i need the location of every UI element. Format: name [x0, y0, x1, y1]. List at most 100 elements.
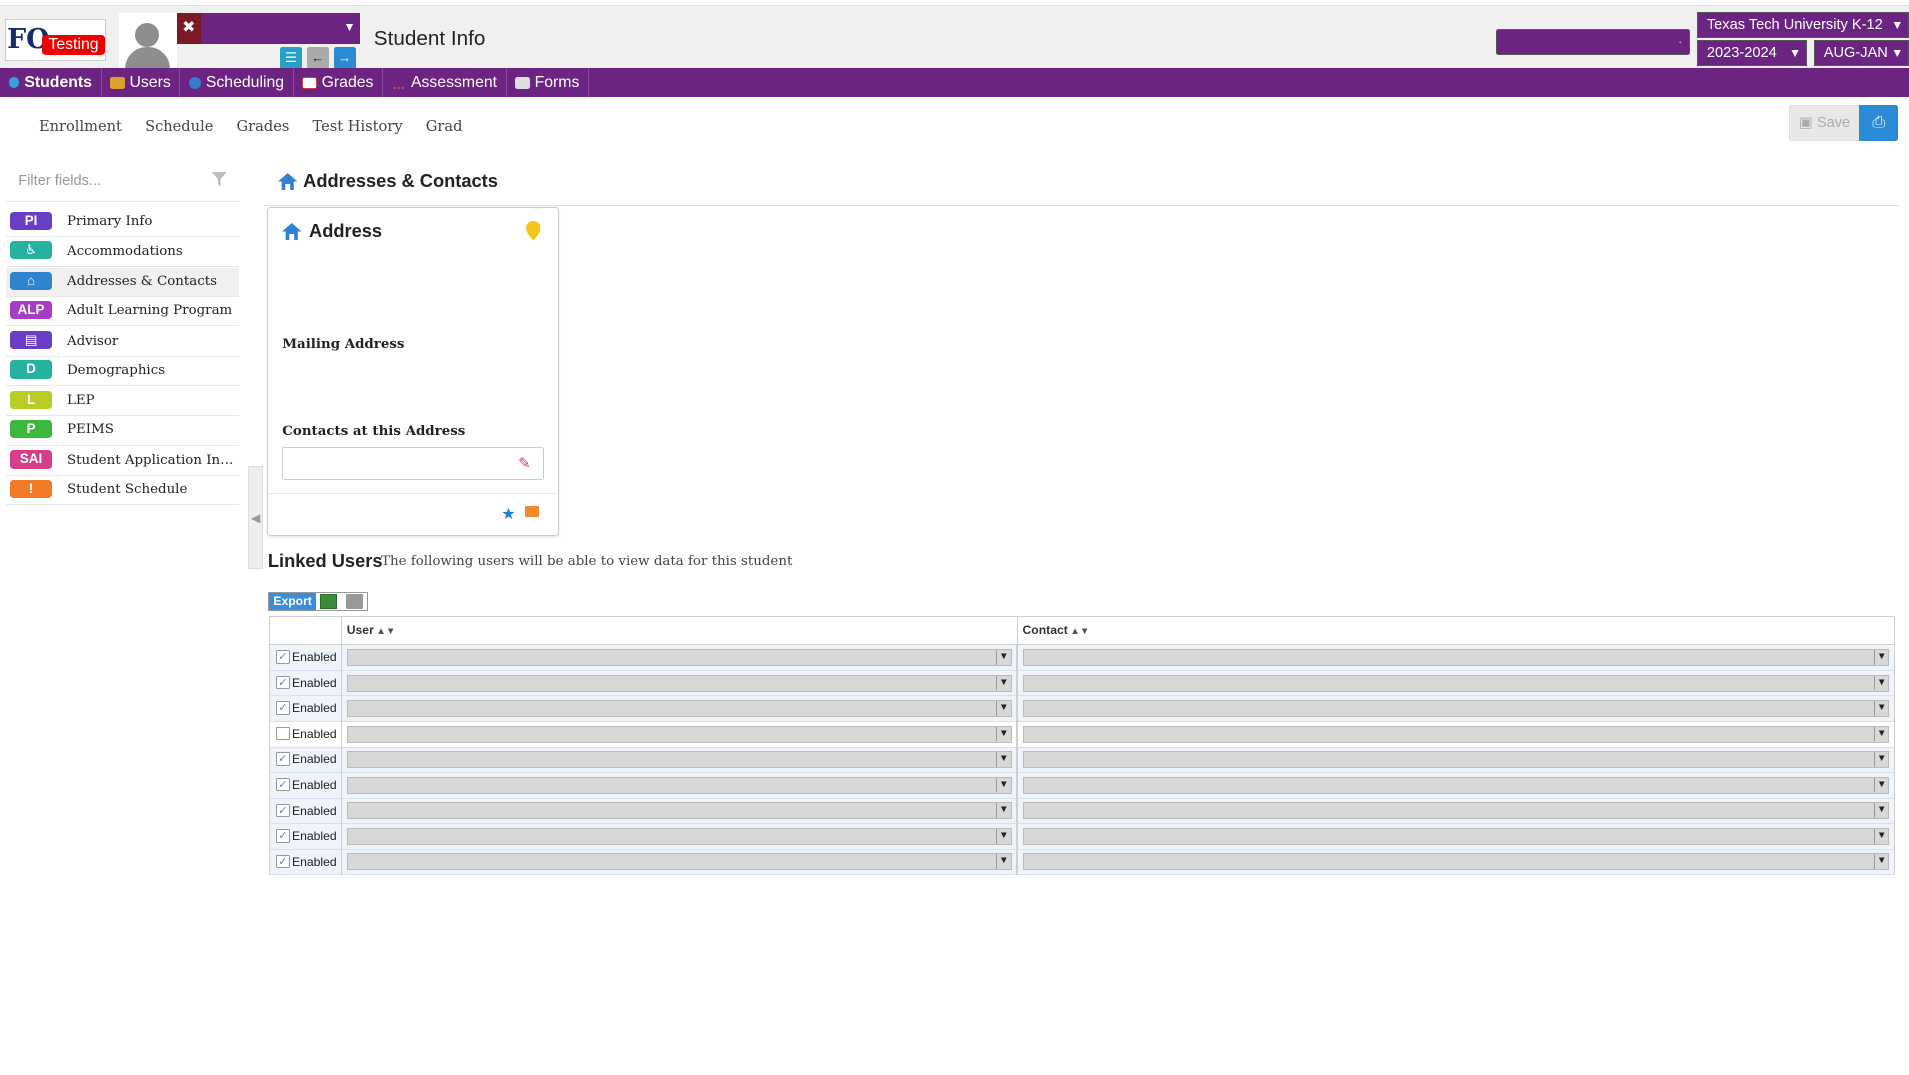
divider	[340, 722, 342, 748]
divider	[340, 645, 342, 671]
chevron-down-icon: ▼	[1873, 854, 1889, 870]
next-student-button[interactable]: →	[333, 47, 356, 70]
list-view-icon[interactable]: ☰	[280, 47, 302, 70]
table-header: User ▲▼ Contact ▲▼	[269, 616, 1895, 646]
contacts-field[interactable]: ✎	[282, 446, 545, 480]
nav-grades[interactable]: Grades	[294, 68, 383, 98]
enabled-label: Enabled	[291, 675, 337, 690]
nav-users[interactable]: Users	[102, 68, 181, 98]
nav-label: Users	[129, 74, 171, 92]
table-row: ✓ Enabled ▼ ▼	[269, 824, 1895, 850]
sidebar-item-advisor[interactable]: ▤ Advisor	[6, 328, 239, 357]
user-select[interactable]: ▼	[346, 827, 1012, 845]
enabled-checkbox[interactable]: ✓	[276, 829, 290, 843]
print-icon[interactable]	[345, 593, 363, 609]
enabled-checkbox[interactable]: ✓	[276, 701, 290, 715]
home-icon: ⌂	[9, 271, 53, 290]
tab-grad[interactable]: Grad	[425, 118, 463, 136]
enabled-checkbox[interactable]: ✓	[276, 752, 290, 766]
excel-icon[interactable]	[319, 593, 338, 609]
tab-test-history[interactable]: Test History	[312, 118, 403, 136]
table-row: Enabled ▼ ▼	[269, 722, 1895, 748]
user-select[interactable]: ▼	[346, 674, 1012, 692]
divider	[1016, 849, 1018, 876]
sidebar-item-primary-info[interactable]: PI Primary Info	[6, 208, 239, 238]
enabled-checkbox[interactable]: ✓	[276, 777, 290, 792]
district-select[interactable]: Texas Tech University K-12 ▼	[1697, 11, 1909, 38]
app-logo[interactable]: FO Testing	[4, 19, 106, 61]
previous-student-button[interactable]: ←	[306, 47, 329, 70]
export-button[interactable]: Export	[268, 592, 317, 610]
student-select[interactable]: ▼	[200, 13, 361, 44]
close-student-button[interactable]: ✖	[176, 13, 201, 44]
enabled-checkbox[interactable]: ✓	[276, 854, 290, 869]
header-user[interactable]: User ▲▼	[342, 617, 1018, 644]
print-button[interactable]: ⎙	[1859, 104, 1899, 142]
tab-enrollment[interactable]: Enrollment	[38, 118, 122, 136]
contact-select[interactable]: ▼	[1022, 827, 1890, 845]
user-select[interactable]: ▼	[346, 802, 1012, 820]
chevron-down-icon: ▼	[1891, 45, 1904, 60]
contact-select[interactable]: ▼	[1022, 700, 1890, 718]
enabled-checkbox[interactable]: ✓	[276, 803, 290, 817]
sidebar-item-student-application-information[interactable]: SAI Student Application Informa...	[6, 447, 239, 477]
enabled-checkbox[interactable]	[276, 726, 290, 741]
user-select[interactable]: ▼	[346, 700, 1012, 718]
global-search-input[interactable]: .	[1496, 28, 1691, 55]
collapse-sidebar-handle[interactable]: ◀	[248, 466, 263, 569]
advisor-icon: ▤	[9, 331, 53, 350]
sidebar-item-lep[interactable]: L LEP	[6, 387, 239, 417]
contact-select[interactable]: ▼	[1022, 802, 1890, 820]
top-header: FO Testing ✖ ▼ ☰ ← → Student Info . Texa…	[0, 4, 1909, 72]
sidebar-item-peims[interactable]: P PEIMS	[6, 416, 239, 446]
linked-users-title: Linked Users	[267, 550, 383, 572]
contact-select[interactable]: ▼	[1022, 776, 1890, 794]
tab-schedule[interactable]: Schedule	[145, 118, 214, 136]
chevron-down-icon: ▼	[995, 649, 1011, 665]
user-select[interactable]: ▼	[346, 725, 1012, 743]
sidebar-item-label: Adult Learning Program	[66, 303, 233, 319]
year-select[interactable]: 2023-2024 ▼	[1697, 39, 1807, 66]
map-pin-icon[interactable]	[525, 221, 541, 241]
chevron-down-icon: ▼	[995, 828, 1011, 844]
nav-label: Forms	[534, 74, 580, 92]
user-select[interactable]: ▼	[346, 648, 1012, 666]
contact-select[interactable]: ▼	[1022, 725, 1890, 743]
divider	[1016, 798, 1018, 825]
user-select[interactable]: ▼	[346, 776, 1012, 794]
sidebar-item-student-schedule[interactable]: ! Student Schedule	[6, 476, 239, 506]
nav-label: Assessment	[410, 74, 498, 92]
filter-icon[interactable]	[211, 171, 227, 187]
contact-select[interactable]: ▼	[1022, 648, 1890, 666]
wrench-icon[interactable]: ✎	[518, 455, 531, 472]
mail-icon[interactable]	[524, 506, 540, 518]
nav-forms[interactable]: Forms	[507, 68, 589, 98]
term-select[interactable]: AUG-JAN ▼	[1814, 39, 1909, 66]
user-select[interactable]: ▼	[346, 751, 1012, 769]
enabled-label: Enabled	[291, 777, 337, 792]
header-contact[interactable]: Contact ▲▼	[1018, 617, 1895, 644]
sidebar-item-adult-learning-program[interactable]: ALP Adult Learning Program	[6, 297, 239, 327]
nav-scheduling[interactable]: Scheduling	[180, 68, 294, 98]
star-icon[interactable]: ★	[501, 505, 516, 523]
tab-grades[interactable]: Grades	[236, 118, 290, 136]
chevron-down-icon: ▼	[1789, 45, 1802, 60]
sidebar-item-addresses-contacts[interactable]: ⌂ Addresses & Contacts	[6, 267, 239, 298]
nav-label: Grades	[321, 74, 374, 92]
nav-assessment[interactable]: Assessment	[383, 68, 507, 98]
avatar[interactable]	[119, 13, 177, 72]
grades-icon	[302, 76, 317, 89]
contact-select[interactable]: ▼	[1022, 674, 1890, 692]
filter-fields-input[interactable]: Filter fields...	[18, 172, 102, 189]
user-select[interactable]: ▼	[346, 853, 1012, 871]
nav-students[interactable]: Students	[0, 68, 102, 98]
enabled-checkbox[interactable]: ✓	[276, 650, 290, 664]
save-button[interactable]: ▣ Save	[1788, 104, 1861, 142]
divider	[340, 824, 342, 850]
contact-select[interactable]: ▼	[1022, 853, 1890, 871]
enabled-checkbox[interactable]: ✓	[276, 675, 290, 690]
sidebar-item-demographics[interactable]: D Demographics	[6, 357, 239, 386]
contact-select[interactable]: ▼	[1022, 751, 1890, 769]
sidebar-item-accommodations[interactable]: ♿ Accommodations	[6, 237, 239, 267]
section-title-text: Addresses & Contacts	[303, 170, 498, 192]
